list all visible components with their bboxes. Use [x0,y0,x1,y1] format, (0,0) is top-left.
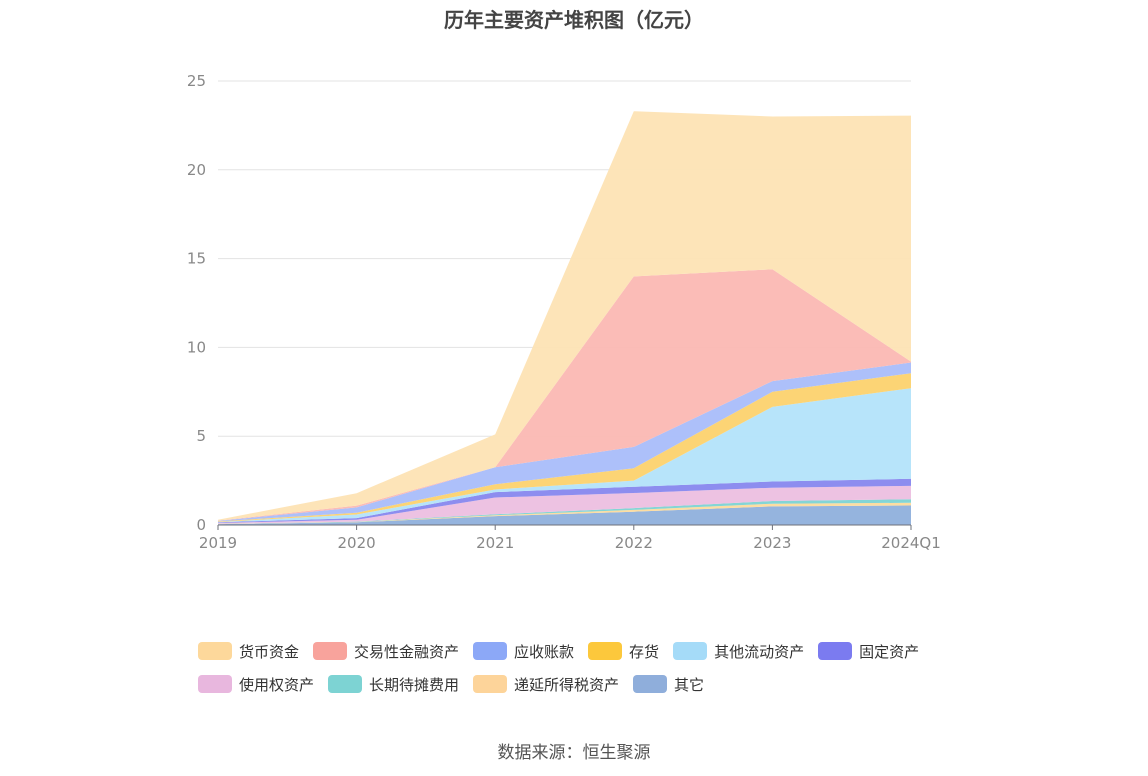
legend-item[interactable]: 其他流动资产 [673,641,804,662]
x-tick-label: 2024Q1 [881,534,941,552]
legend-item[interactable]: 存货 [588,641,659,662]
area-series-货币资金 [218,111,911,521]
legend-item[interactable]: 货币资金 [198,641,299,662]
legend-swatch [818,642,853,660]
legend-label: 递延所得税资产 [514,675,620,694]
area-series-使用权资产 [218,485,911,524]
legend-swatch [473,675,508,693]
legend-label: 固定资产 [859,642,920,661]
area-series-固定资产 [218,478,911,523]
y-tick-label: 25 [187,72,206,90]
x-tick-label: 2023 [753,534,791,552]
legend-row-1: 货币资金 交易性金融资产 应收账款 存货 其他流动资产 固定资产 [198,640,998,662]
legend-swatch [473,642,508,660]
chart-legend: 货币资金 交易性金融资产 应收账款 存货 其他流动资产 固定资产 使用权资产 长… [198,640,998,706]
legend-swatch [673,642,708,660]
legend-swatch [588,642,623,660]
legend-label: 长期待摊费用 [369,675,460,694]
y-tick-label: 10 [187,338,206,356]
legend-label: 其它 [674,675,705,694]
legend-label: 存货 [629,642,660,661]
y-tick-label: 0 [196,516,206,534]
chart-title: 历年主要资产堆积图（亿元） [444,8,704,32]
x-tick-label: 2020 [338,534,376,552]
legend-swatch [313,642,348,660]
legend-item[interactable]: 长期待摊费用 [328,674,459,695]
area-series-存货 [218,373,911,522]
legend-label: 其他流动资产 [714,642,805,661]
x-tick-label: 2021 [476,534,514,552]
legend-item[interactable]: 其它 [633,674,704,695]
legend-label: 应收账款 [514,642,575,661]
legend-swatch [198,642,232,660]
x-tick-label: 2022 [615,534,653,552]
legend-label: 货币资金 [239,642,300,661]
area-series-递延所得税资产 [218,502,911,525]
x-tick-label: 2019 [199,534,237,552]
stacked-area-chart: 0 5 10 15 20 25 2019 2020 2021 2022 2023 2024Q1 [187,72,941,552]
y-tick-label: 15 [187,250,206,268]
area-series-长期待摊费用 [218,499,911,524]
legend-item[interactable]: 递延所得税资产 [473,674,619,695]
legend-swatch [328,675,363,693]
legend-label: 交易性金融资产 [354,642,460,661]
area-series-交易性金融资产 [218,269,911,521]
legend-swatch [198,675,232,693]
y-tick-label: 5 [196,427,206,445]
area-series-其它 [218,505,911,525]
legend-item[interactable]: 固定资产 [818,641,919,662]
legend-row-2: 使用权资产 长期待摊费用 递延所得税资产 其它 [198,673,998,695]
area-series-其他流动资产 [218,388,911,523]
legend-item[interactable]: 使用权资产 [198,674,314,695]
y-tick-label: 20 [187,161,206,179]
legend-item[interactable]: 交易性金融资产 [313,641,459,662]
legend-label: 使用权资产 [239,675,315,694]
legend-swatch [633,675,668,693]
legend-item[interactable]: 应收账款 [473,641,574,662]
data-source-note: 数据来源：恒生聚源 [497,743,651,763]
area-series-应收账款 [218,362,911,522]
